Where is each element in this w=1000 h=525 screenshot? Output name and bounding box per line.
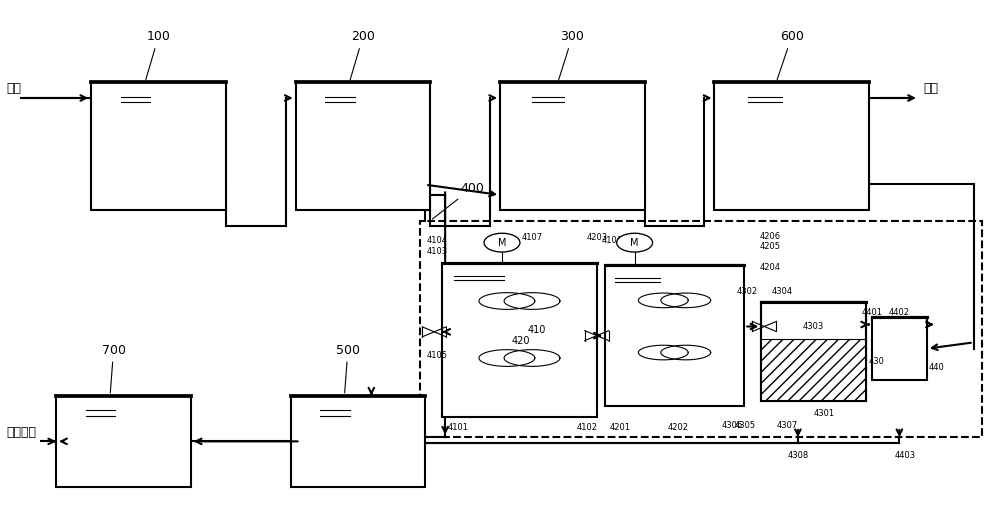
Text: 430: 430	[869, 356, 885, 366]
Text: M: M	[498, 238, 506, 248]
Text: 420: 420	[512, 336, 530, 346]
Text: 300: 300	[559, 30, 584, 80]
Text: 4107: 4107	[522, 233, 543, 242]
Bar	[714, 82, 869, 211]
Bar	[761, 302, 866, 401]
Text: 4403: 4403	[894, 450, 916, 459]
Bar	[761, 302, 866, 401]
Text: 4203: 4203	[587, 233, 608, 242]
Circle shape	[484, 233, 520, 252]
Text: 4201: 4201	[610, 423, 631, 432]
Text: 出水: 出水	[924, 82, 939, 96]
Text: 600: 600	[777, 30, 804, 80]
Text: 700: 700	[102, 343, 126, 393]
Text: 410: 410	[527, 326, 546, 335]
Text: 4308: 4308	[788, 450, 809, 459]
Text: 进水: 进水	[6, 82, 21, 96]
Text: 4402: 4402	[888, 308, 909, 317]
Text: 500: 500	[336, 343, 360, 393]
Text: 脱水污泥: 脱水污泥	[6, 426, 36, 439]
Text: 4301: 4301	[814, 409, 835, 418]
Text: 100: 100	[146, 30, 170, 80]
Text: 4305: 4305	[734, 421, 755, 429]
Text: 4303: 4303	[803, 322, 824, 331]
Bar	[872, 317, 927, 380]
Bar	[442, 262, 597, 416]
Text: 4202: 4202	[668, 423, 689, 432]
Text: 4206: 4206	[759, 232, 780, 241]
Text: 4102: 4102	[577, 423, 598, 432]
Bar	[296, 82, 430, 211]
Text: 400: 400	[432, 182, 484, 219]
Bar	[420, 220, 982, 437]
Bar	[91, 82, 226, 211]
Circle shape	[617, 233, 653, 252]
Text: 4302: 4302	[736, 287, 757, 296]
Text: 4204: 4204	[759, 263, 780, 272]
Text: 4101: 4101	[447, 423, 468, 432]
Text: 4306: 4306	[721, 421, 743, 429]
Text: 4104: 4104	[426, 236, 447, 245]
Text: 200: 200	[350, 30, 375, 80]
Bar	[500, 82, 645, 211]
Text: M: M	[630, 238, 639, 248]
Bar	[291, 396, 425, 487]
Bar	[605, 265, 744, 406]
Text: 440: 440	[929, 363, 945, 372]
Bar	[761, 339, 866, 401]
Text: 4205: 4205	[759, 243, 780, 251]
Text: 4304: 4304	[771, 287, 792, 296]
Text: 4307: 4307	[776, 421, 797, 429]
Text: 4401: 4401	[862, 308, 883, 317]
Bar	[56, 396, 191, 487]
Text: 4103: 4103	[426, 247, 447, 256]
Text: 4106: 4106	[602, 236, 623, 245]
Text: 4105: 4105	[426, 351, 447, 360]
